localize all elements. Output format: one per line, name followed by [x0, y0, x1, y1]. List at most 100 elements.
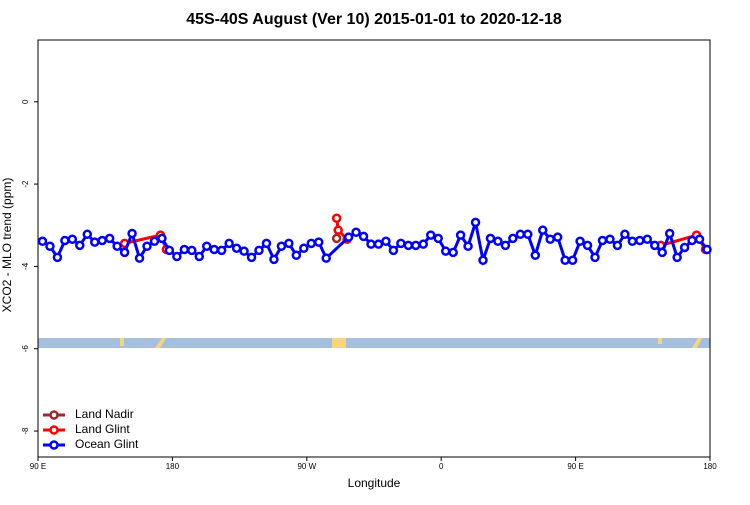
data-point	[687, 235, 697, 246]
data-point	[455, 230, 466, 240]
data-point	[224, 238, 234, 249]
data-point	[396, 238, 406, 249]
legend-marker	[49, 440, 59, 450]
data-point	[590, 252, 600, 263]
data-point	[366, 239, 376, 249]
y-tick-label: -6	[21, 345, 30, 353]
data-point	[119, 247, 130, 258]
data-point	[331, 233, 342, 244]
data-point	[276, 241, 287, 251]
data-point	[67, 234, 78, 244]
data-point	[45, 241, 55, 251]
data-point	[478, 255, 488, 265]
legend-marker	[49, 410, 59, 420]
data-point	[582, 240, 593, 251]
data-point	[331, 213, 342, 223]
legend-label: Ocean Glint	[75, 437, 139, 451]
legend-marker	[49, 425, 59, 435]
data-point	[411, 240, 421, 251]
data-point	[381, 236, 391, 247]
data-point	[702, 244, 712, 255]
data-point	[642, 234, 653, 244]
data-point	[89, 237, 100, 247]
data-point	[157, 233, 167, 244]
data-point	[448, 247, 458, 258]
data-point	[37, 236, 48, 247]
data-point	[313, 237, 324, 247]
data-point	[470, 217, 481, 228]
data-point	[575, 236, 585, 247]
data-point	[299, 243, 309, 254]
x-axis-label: Longitude	[348, 476, 401, 490]
plot-frame	[37, 39, 711, 458]
x-tick-label: 180	[166, 462, 180, 471]
data-point	[373, 239, 384, 249]
data-point	[560, 255, 570, 265]
data-point	[597, 235, 608, 246]
x-tick-label: 90 E	[567, 462, 583, 471]
data-point	[269, 254, 279, 265]
data-point	[60, 235, 70, 246]
data-point	[552, 232, 563, 242]
data-point	[440, 246, 451, 256]
data-point	[545, 234, 555, 244]
data-point	[306, 238, 317, 249]
y-tick-label: 0	[21, 99, 30, 104]
data-point	[537, 225, 548, 235]
data-point	[358, 231, 369, 242]
legend-label: Land Glint	[75, 422, 130, 436]
data-point	[605, 234, 615, 244]
data-point	[231, 243, 242, 254]
data-point	[75, 240, 85, 251]
data-point	[627, 236, 638, 247]
data-point	[694, 234, 705, 244]
data-point	[82, 229, 93, 240]
land-mask	[38, 338, 710, 348]
data-point	[194, 251, 205, 262]
data-point	[515, 229, 526, 240]
data-point	[216, 245, 227, 256]
data-point	[418, 239, 429, 249]
data-point	[567, 255, 578, 265]
data-point	[246, 252, 257, 263]
data-point	[425, 230, 436, 240]
data-point	[433, 233, 443, 244]
data-point	[52, 252, 63, 263]
chart-title: 45S-40S August (Ver 10) 2015-01-01 to 20…	[186, 11, 562, 28]
data-point	[612, 240, 623, 251]
data-point	[209, 244, 219, 255]
data-point	[485, 233, 496, 244]
data-point	[657, 247, 667, 258]
data-point	[172, 251, 182, 262]
data-point	[134, 253, 145, 263]
y-tick-label: -8	[21, 427, 30, 435]
data-point	[351, 227, 361, 237]
data-point	[530, 250, 541, 261]
data-point	[343, 232, 354, 242]
data-point	[142, 241, 152, 251]
data-point	[679, 242, 690, 253]
y-tick-label: -2	[21, 180, 30, 188]
data-point	[149, 236, 160, 247]
data-point	[179, 244, 190, 255]
data-point	[463, 241, 473, 251]
data-point	[187, 245, 197, 256]
data-point	[333, 225, 343, 235]
x-tick-label: 90 W	[297, 462, 316, 471]
x-tick-label: 0	[439, 462, 444, 471]
data-point	[493, 236, 503, 247]
data-point	[261, 238, 272, 249]
y-axis-label: XCO2 - MLO trend (ppm)	[0, 178, 14, 313]
data-point	[523, 229, 533, 240]
data-point	[127, 228, 137, 239]
data-point	[388, 245, 399, 256]
data-point	[201, 241, 212, 251]
data-point	[254, 245, 264, 256]
data-point	[500, 240, 511, 251]
data-point	[291, 250, 302, 261]
data-point	[635, 235, 645, 246]
data-point	[672, 252, 682, 263]
data-point	[164, 245, 175, 256]
data-point	[664, 228, 675, 239]
